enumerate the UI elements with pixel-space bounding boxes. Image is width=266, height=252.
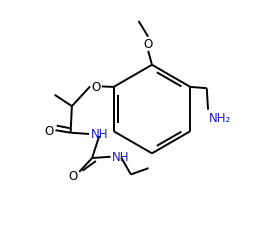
Text: O: O — [44, 124, 54, 137]
Text: O: O — [69, 170, 78, 182]
Text: NH₂: NH₂ — [209, 112, 231, 125]
Text: O: O — [144, 38, 153, 51]
Text: O: O — [91, 81, 101, 93]
Text: NH: NH — [112, 151, 130, 164]
Text: NH: NH — [91, 128, 108, 141]
